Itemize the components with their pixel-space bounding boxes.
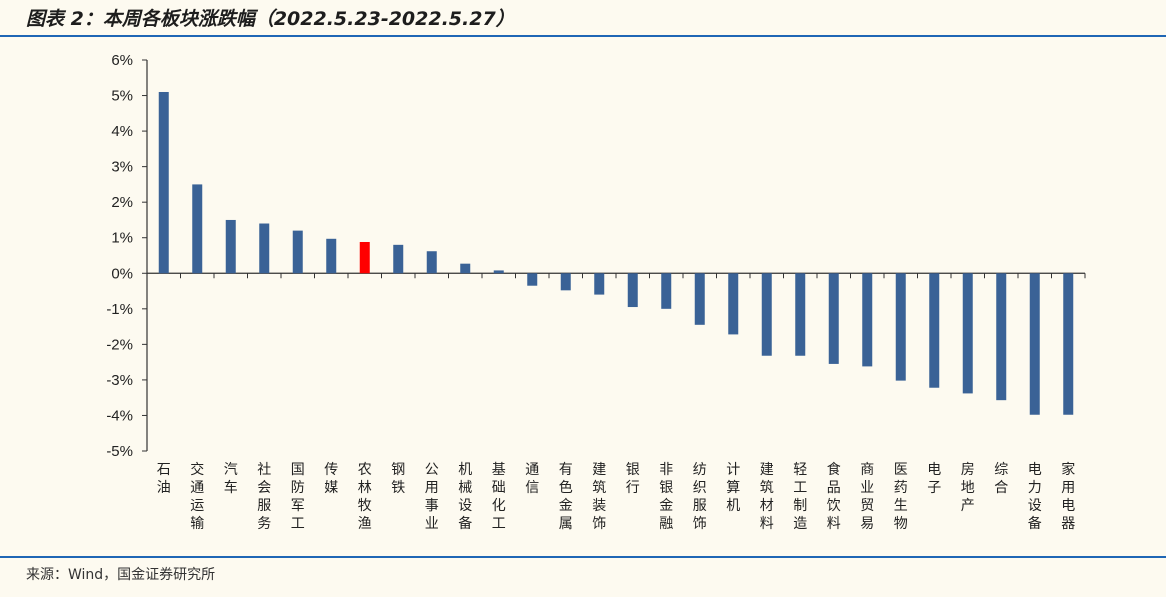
bar (761, 273, 772, 356)
bar (326, 238, 337, 274)
chart-title: 图表 2：本周各板块涨跌幅（2022.5.23-2022.5.27） (26, 8, 515, 30)
x-category-label: 电力设备 (1028, 462, 1042, 532)
y-tick-label: 6% (111, 52, 133, 69)
bar (661, 273, 672, 309)
x-category-label: 通信 (525, 462, 539, 496)
y-tick-label: -4% (106, 407, 133, 424)
bar (292, 230, 303, 274)
y-tick-label: 2% (111, 194, 133, 211)
y-tick-label: 3% (111, 159, 133, 176)
bar (560, 273, 571, 291)
x-category-label: 商业贸易 (860, 462, 874, 532)
bar (359, 241, 370, 274)
x-category-label: 汽车 (224, 462, 238, 496)
bar (426, 251, 437, 274)
y-tick-label: 1% (111, 230, 133, 247)
bar (996, 273, 1007, 401)
bar (192, 184, 203, 274)
x-category-label: 建筑材料 (760, 462, 774, 532)
x-category-label: 公用事业 (425, 462, 439, 532)
x-category-label: 银行 (626, 462, 640, 496)
x-category-label: 电子 (927, 462, 941, 496)
bar (828, 273, 839, 364)
bar-chart: 6% 5% 4% 3% 2% 1% 0% -1% -2% -3% -4% -5% 石油 交通运输 汽车 社会服… (106, 52, 1086, 532)
x-category-label: 轻工制造 (793, 462, 807, 532)
y-tick-label: -1% (106, 301, 133, 318)
bar (627, 273, 638, 308)
bar (527, 273, 538, 286)
x-category-label: 社会服务 (257, 462, 271, 532)
bar (795, 273, 806, 356)
source-note: 来源：Wind，国金证券研究所 (26, 567, 216, 583)
x-category-label: 国防军工 (291, 462, 305, 532)
bars (158, 91, 1074, 415)
y-tick-label: 5% (111, 88, 133, 105)
y-tick-label: -2% (106, 336, 133, 353)
top-rule (0, 35, 1166, 37)
bar (393, 244, 404, 274)
x-category-label: 基础化工 (492, 461, 506, 532)
y-tick-label: -5% (106, 443, 133, 460)
bar (962, 273, 973, 394)
bar (895, 273, 906, 381)
x-category-label: 交通运输 (190, 461, 204, 532)
bar (225, 219, 236, 274)
x-category-label: 综合 (994, 462, 1008, 496)
bar (158, 91, 169, 274)
x-category-label: 家用电器 (1061, 461, 1075, 532)
bar (493, 270, 504, 274)
y-tick-label: 0% (111, 265, 133, 282)
y-tick-label: -3% (106, 372, 133, 389)
x-category-label: 有色金属 (559, 462, 573, 532)
x-category-label: 食品饮料 (827, 461, 841, 532)
bottom-rule (0, 556, 1166, 558)
axes (142, 59, 1086, 452)
x-category-label: 钢铁 (391, 462, 405, 496)
x-category-label: 纺织服饰 (693, 462, 707, 532)
bar (694, 273, 705, 325)
y-tick-label: 4% (111, 123, 133, 140)
bar (728, 273, 739, 335)
x-category-label: 石油 (157, 462, 171, 496)
bar (1063, 273, 1074, 415)
bar (594, 273, 605, 295)
labels: 6% 5% 4% 3% 2% 1% 0% -1% -2% -3% -4% -5% 石油 交通运输 汽车 社会服… (106, 52, 1075, 532)
x-category-label: 非银金融 (659, 462, 673, 532)
bar (259, 223, 270, 274)
bar (1029, 273, 1040, 415)
bar (929, 273, 940, 388)
x-category-label: 传媒 (324, 462, 338, 496)
x-category-label: 房地产 (961, 462, 975, 514)
x-category-label: 医药生物 (894, 462, 908, 532)
x-category-label: 农林牧渔 (358, 462, 372, 532)
x-category-label: 建筑装饰 (592, 462, 606, 532)
x-category-label: 计算机 (726, 462, 740, 514)
bar (862, 273, 873, 367)
x-category-label: 机械设备 (458, 462, 472, 532)
bar (460, 263, 471, 274)
